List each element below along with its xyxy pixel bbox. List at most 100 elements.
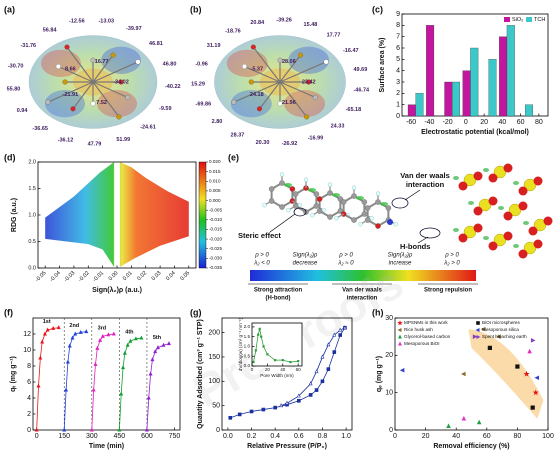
marker	[461, 371, 466, 377]
x-axis-label: Time (min)	[89, 443, 124, 450]
legend-marker	[475, 328, 480, 332]
y-tick-label: 2	[396, 90, 400, 97]
condition: λ₂ > 0	[443, 261, 460, 267]
line	[91, 333, 114, 431]
y-tick-label: 2.0	[244, 324, 251, 329]
colorbar-label: 0.010	[209, 178, 221, 183]
colorbar-label: -0.035	[209, 265, 222, 270]
bar	[499, 36, 508, 117]
atom	[313, 191, 320, 197]
legend-label: SiO₂	[512, 17, 523, 23]
atom	[306, 79, 312, 85]
h-atom	[375, 191, 381, 196]
y-tick-label: 0.0	[28, 265, 36, 271]
esp-label: -9.59	[159, 106, 172, 112]
y-axis-label: RDG (a.u.)	[11, 198, 18, 232]
legend-marker	[397, 328, 402, 332]
x-tick-label: -20	[443, 119, 453, 126]
atom	[292, 191, 299, 197]
y-tick-label: 6	[396, 45, 400, 52]
marker	[297, 398, 301, 403]
marker	[530, 405, 535, 410]
atom	[256, 106, 263, 112]
esp-label: -39.97	[126, 26, 142, 32]
atom	[351, 217, 357, 223]
y-tick-label: 20	[385, 352, 393, 359]
h-atom	[310, 213, 315, 218]
marker	[487, 345, 492, 350]
legend-label: Rice husk ash	[404, 327, 433, 332]
pointer	[269, 213, 296, 233]
atom	[304, 114, 310, 120]
h-atom	[351, 185, 357, 190]
y-tick-label: 200	[208, 329, 220, 336]
legend-marker	[476, 321, 480, 325]
atom	[62, 79, 68, 85]
series-label: 2nd	[69, 323, 79, 329]
bond	[233, 81, 281, 103]
esp-label: 23.42	[302, 79, 316, 85]
esp-label: 49.69	[354, 67, 368, 73]
y-tick-label: 10	[385, 390, 393, 397]
esp-label: 56.84	[43, 27, 58, 33]
line	[63, 331, 87, 431]
marker	[155, 345, 160, 350]
legend-label: Mesoporous BiOI	[404, 341, 440, 346]
x-tick-label: 600	[141, 433, 153, 440]
panel-label: (b)	[190, 4, 202, 14]
marker	[338, 327, 343, 332]
marker	[308, 381, 313, 386]
x-tick-label: 0.6	[294, 433, 304, 440]
y-tick-label: 9	[396, 11, 400, 18]
atom	[364, 205, 371, 211]
marker	[399, 367, 405, 373]
esp-label: -31.76	[20, 43, 36, 49]
atom	[316, 196, 323, 202]
condition: ρ > 0	[338, 253, 353, 259]
marker	[133, 336, 138, 341]
marker	[332, 350, 337, 354]
y-tick-label: 10	[23, 347, 31, 354]
colorbar-label: -0.010	[209, 217, 222, 222]
marker	[95, 345, 100, 350]
esp-label: -30.70	[8, 64, 24, 70]
x-tick-label: 20	[422, 433, 430, 440]
nci-blob	[453, 228, 459, 232]
marker	[326, 367, 331, 371]
y-tick-label: 0	[389, 427, 393, 434]
marker	[42, 331, 47, 336]
steric-ring	[293, 207, 307, 217]
decoration	[28, 35, 553, 419]
panel-label: (h)	[372, 307, 384, 317]
esp-label: 47.79	[88, 141, 102, 147]
legend-label: TCH	[534, 17, 545, 23]
x-tick-label: 20	[480, 119, 488, 126]
esp-label: -24.61	[140, 124, 156, 130]
trend: Sign(λ₂)ρ	[388, 253, 413, 259]
marker	[279, 403, 284, 408]
marker	[144, 427, 149, 432]
o-atom	[458, 181, 468, 191]
o-atom	[518, 249, 528, 259]
atom	[135, 59, 141, 65]
legend-label: BiOI microspheres	[482, 320, 520, 325]
nci-blob	[308, 188, 316, 192]
nci-label: interaction	[406, 180, 445, 189]
condition: λ₂ < 0	[253, 261, 270, 267]
trend: Sign(λ₂)ρ	[293, 253, 318, 259]
region: Van der waals	[342, 288, 382, 294]
h-atom	[358, 222, 363, 227]
atom	[118, 79, 124, 85]
bar	[426, 25, 435, 117]
condition: λ₂ ≈ 0	[337, 261, 354, 267]
x-axis-label: Relative Pressure (P/P₀)	[247, 443, 327, 450]
marker	[261, 407, 266, 412]
panel-label: (a)	[4, 4, 15, 14]
esp-label: 20.30	[256, 140, 270, 146]
esp-label: -69.86	[196, 102, 212, 108]
bond	[92, 61, 139, 83]
y-tick-label: 1.0	[28, 212, 36, 218]
region: Strong repulsion	[424, 288, 472, 294]
y-tick-label: 4	[396, 68, 400, 75]
